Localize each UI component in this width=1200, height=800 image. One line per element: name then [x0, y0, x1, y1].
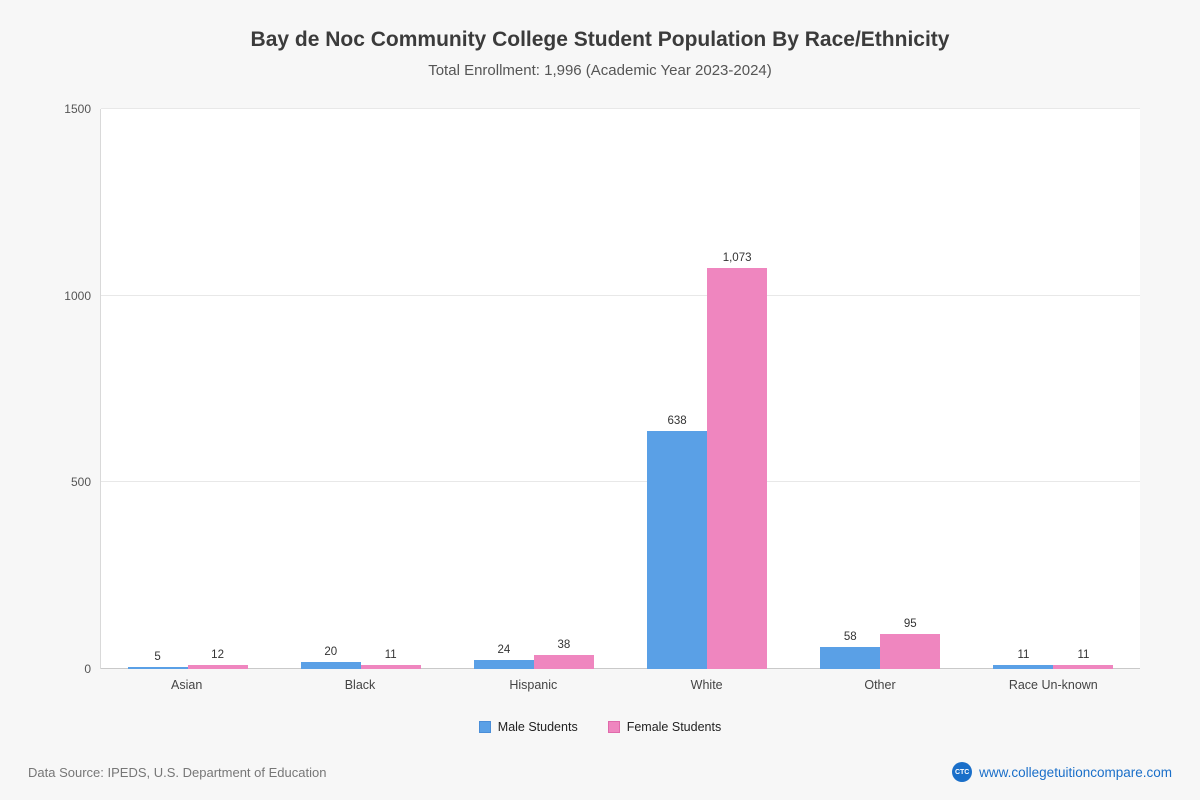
bar-female-students	[880, 634, 941, 669]
bar-value-label: 38	[557, 639, 571, 651]
bar-column: 24	[473, 644, 534, 669]
chart-subtitle: Total Enrollment: 1,996 (Academic Year 2…	[428, 62, 772, 79]
ctc-logo-icon: CTC	[952, 762, 973, 782]
bar-value-label: 12	[211, 649, 224, 661]
bar-pair: 58 95	[820, 618, 941, 669]
bar-group: 11 11	[967, 109, 1140, 669]
bar-column: 5	[127, 651, 188, 669]
bar-male-students	[820, 647, 881, 669]
bar-value-label: 11	[1077, 649, 1090, 661]
bar-pair: 20 11	[300, 646, 421, 669]
bar-column: 11	[1053, 649, 1114, 669]
bar-column: 95	[880, 618, 941, 669]
bar-column: 58	[820, 631, 881, 669]
legend-label: Female Students	[626, 720, 722, 734]
bar-value-label: 638	[667, 415, 687, 427]
bar-column: 638	[647, 415, 708, 669]
legend-item-female-students[interactable]: Female Students	[607, 720, 722, 734]
bar-female-students	[707, 268, 768, 669]
chart-header: Bay de Noc Community College Student Pop…	[0, 0, 1200, 79]
legend-marker-icon	[607, 721, 620, 733]
bar-column: 38	[533, 639, 594, 669]
website-url: www.collegetuitioncompare.com	[979, 764, 1172, 780]
bar-male-students	[647, 431, 708, 669]
bar-value-label: 11	[384, 649, 397, 661]
bar-column: 1,073	[707, 252, 768, 669]
bar-pair: 24 38	[473, 639, 594, 669]
bar-male-students	[127, 667, 188, 669]
bar-groups: 5 12 20 11 24 38 638 1,073 58 95 11 11	[101, 109, 1140, 669]
x-axis-label: White	[690, 678, 723, 692]
bar-pair: 638 1,073	[647, 252, 768, 669]
gridline	[101, 481, 1140, 483]
chart-title: Bay de Noc Community College Student Pop…	[250, 28, 950, 51]
bar-group: 638 1,073	[621, 109, 794, 669]
chart: 0 500 1000 1500 5 12 20 11 24 38 638 1,073 58 95 11 11 …	[64, 102, 1140, 692]
x-axis-label: Hispanic	[509, 678, 558, 692]
bar-male-students	[473, 660, 534, 669]
bar-column: 11	[993, 649, 1054, 669]
bar-group: 58 95	[794, 109, 967, 669]
gridline	[101, 108, 1140, 109]
bar-male-students	[300, 662, 361, 669]
bar-pair: 11 11	[993, 649, 1114, 669]
legend: Male Students Female Students	[0, 720, 1200, 734]
bar-female-students	[1053, 665, 1114, 669]
plot-area: 0 500 1000 1500 5 12 20 11 24 38 638 1,073 58 95 11 11	[64, 102, 1140, 676]
x-axis-label: Black	[344, 678, 376, 692]
bar-value-label: 20	[324, 646, 338, 658]
bar-group: 5 12	[101, 109, 274, 669]
y-axis-label: 500	[70, 475, 91, 490]
bar-column: 11	[360, 649, 421, 669]
y-axis-label: 0	[84, 662, 91, 676]
footer: Data Source: IPEDS, U.S. Department of E…	[0, 762, 1200, 782]
x-axis-label: Race Un-known	[1008, 678, 1098, 692]
x-axis-label: Other	[864, 678, 896, 692]
legend-label: Male Students	[497, 720, 578, 734]
bar-value-label: 95	[903, 618, 917, 630]
website-link[interactable]: CTC www.collegetuitioncompare.com	[952, 762, 1172, 782]
bar-group: 24 38	[447, 109, 620, 669]
legend-marker-icon	[478, 721, 491, 733]
bar-female-students	[360, 665, 421, 669]
gridline	[101, 294, 1140, 296]
bar-value-label: 24	[497, 644, 511, 656]
bar-column: 12	[187, 649, 248, 669]
bar-column: 20	[300, 646, 361, 669]
bar-value-label: 1,073	[722, 252, 752, 264]
gridline	[101, 668, 1140, 669]
y-axis-label: 1500	[64, 102, 91, 116]
x-axis-label: Asian	[171, 678, 203, 692]
bar-value-label: 11	[1017, 649, 1030, 661]
y-axis-label: 1000	[64, 288, 91, 303]
bar-female-students	[187, 665, 248, 669]
bar-female-students	[533, 655, 594, 669]
bar-male-students	[993, 665, 1054, 669]
data-source-text: Data Source: IPEDS, U.S. Department of E…	[28, 764, 327, 780]
bar-pair: 5 12	[127, 649, 248, 669]
legend-item-male-students[interactable]: Male Students	[478, 720, 578, 734]
bar-group: 20 11	[274, 109, 447, 669]
x-axis-labels: Asian Black Hispanic White Other Race Un-know…	[100, 678, 1140, 692]
bar-value-label: 5	[154, 651, 161, 663]
bar-value-label: 58	[843, 631, 857, 643]
